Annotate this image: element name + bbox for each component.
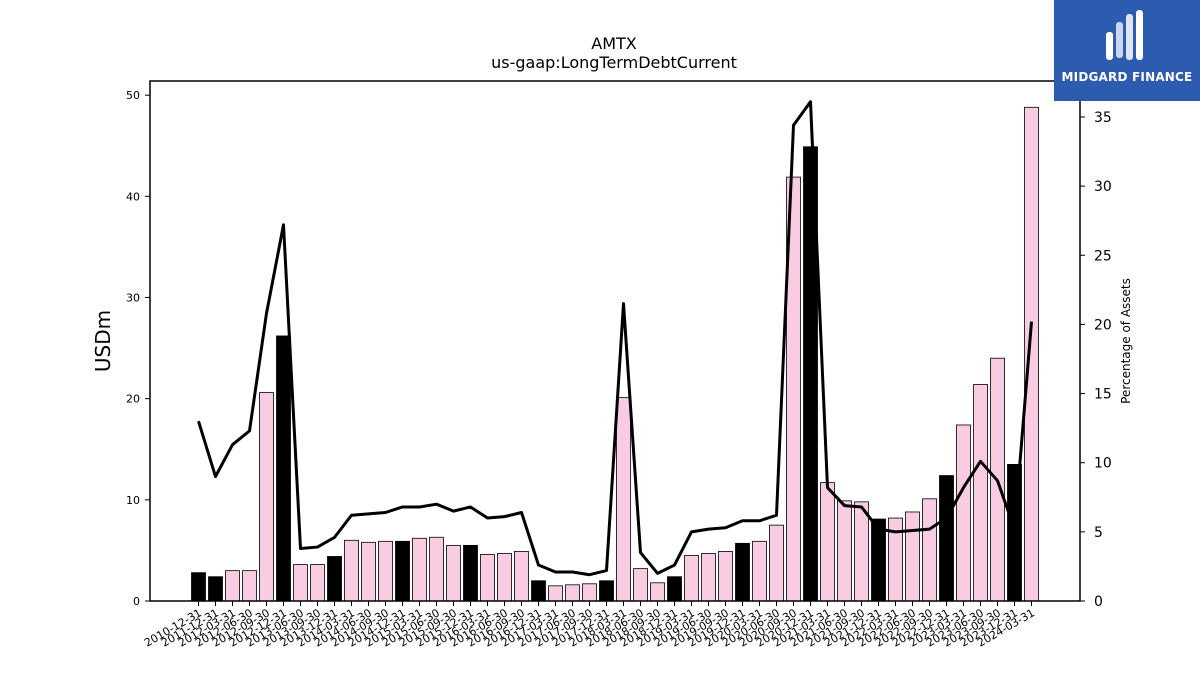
bar (973, 384, 988, 602)
bar (344, 539, 359, 602)
bar (446, 544, 461, 602)
bar (582, 583, 597, 602)
bar (1024, 106, 1039, 602)
bar (565, 584, 580, 602)
bars-layer (191, 106, 1039, 602)
chart-title: AMTX (591, 34, 637, 53)
bar (684, 555, 699, 602)
bar (514, 551, 529, 602)
bar (225, 570, 240, 602)
bar (327, 556, 342, 602)
y-tick-label: 0 (133, 595, 140, 608)
bar (854, 501, 869, 602)
y2-axis-label: Percentage of Assets (1119, 278, 1133, 404)
bar (293, 564, 308, 602)
bar (412, 537, 427, 602)
y2-tick-label: 10 (1094, 456, 1112, 472)
y-tick-label: 30 (126, 291, 140, 304)
bar (531, 580, 546, 602)
y-tick-label: 20 (126, 393, 140, 406)
bar (633, 568, 648, 602)
bar (820, 482, 835, 602)
bar (191, 572, 206, 602)
bar (378, 540, 393, 602)
bar (667, 576, 682, 602)
bar (939, 475, 954, 602)
bar (497, 553, 512, 602)
series-line (197, 100, 1033, 577)
y2-tick-label: 30 (1094, 179, 1112, 195)
bar (463, 544, 478, 602)
bar (395, 540, 410, 602)
brand-name: MIDGARD FINANCE (1061, 70, 1193, 84)
bar (310, 564, 325, 602)
line-layer (197, 100, 1033, 577)
midgard-m-icon (1106, 10, 1143, 60)
axes-layer: 01020304050051015202530352010-12-312011-… (126, 89, 1112, 649)
bar (361, 541, 376, 602)
midgard-finance-logo: MIDGARD FINANCE (1054, 0, 1200, 101)
y2-tick-label: 25 (1094, 248, 1112, 264)
bar (480, 554, 495, 602)
y2-tick-label: 0 (1094, 594, 1103, 610)
bar (548, 585, 563, 602)
y2-tick-label: 20 (1094, 317, 1112, 333)
y2-tick-label: 15 (1094, 387, 1112, 403)
y-tick-label: 40 (126, 190, 140, 203)
bar (276, 335, 291, 602)
y2-tick-label: 5 (1094, 525, 1103, 541)
bar (259, 392, 274, 602)
bar (616, 397, 631, 602)
bar (208, 576, 223, 602)
bar (701, 553, 716, 602)
bar (752, 540, 767, 602)
y-tick-label: 50 (126, 89, 140, 102)
y-axis-label: USDm (91, 310, 115, 372)
plot-frame (149, 80, 1081, 602)
bar (650, 582, 665, 602)
bar (922, 498, 937, 602)
bar (837, 500, 852, 602)
bar (718, 551, 733, 602)
y2-tick-label: 35 (1094, 110, 1112, 126)
bar (769, 524, 784, 602)
bar (905, 511, 920, 602)
bar (429, 536, 444, 602)
bar (956, 424, 971, 602)
y-tick-label: 10 (126, 494, 140, 507)
bar (735, 542, 750, 602)
bar (242, 570, 257, 602)
bar (599, 580, 614, 602)
chart-subtitle: us-gaap:LongTermDebtCurrent (491, 53, 737, 72)
